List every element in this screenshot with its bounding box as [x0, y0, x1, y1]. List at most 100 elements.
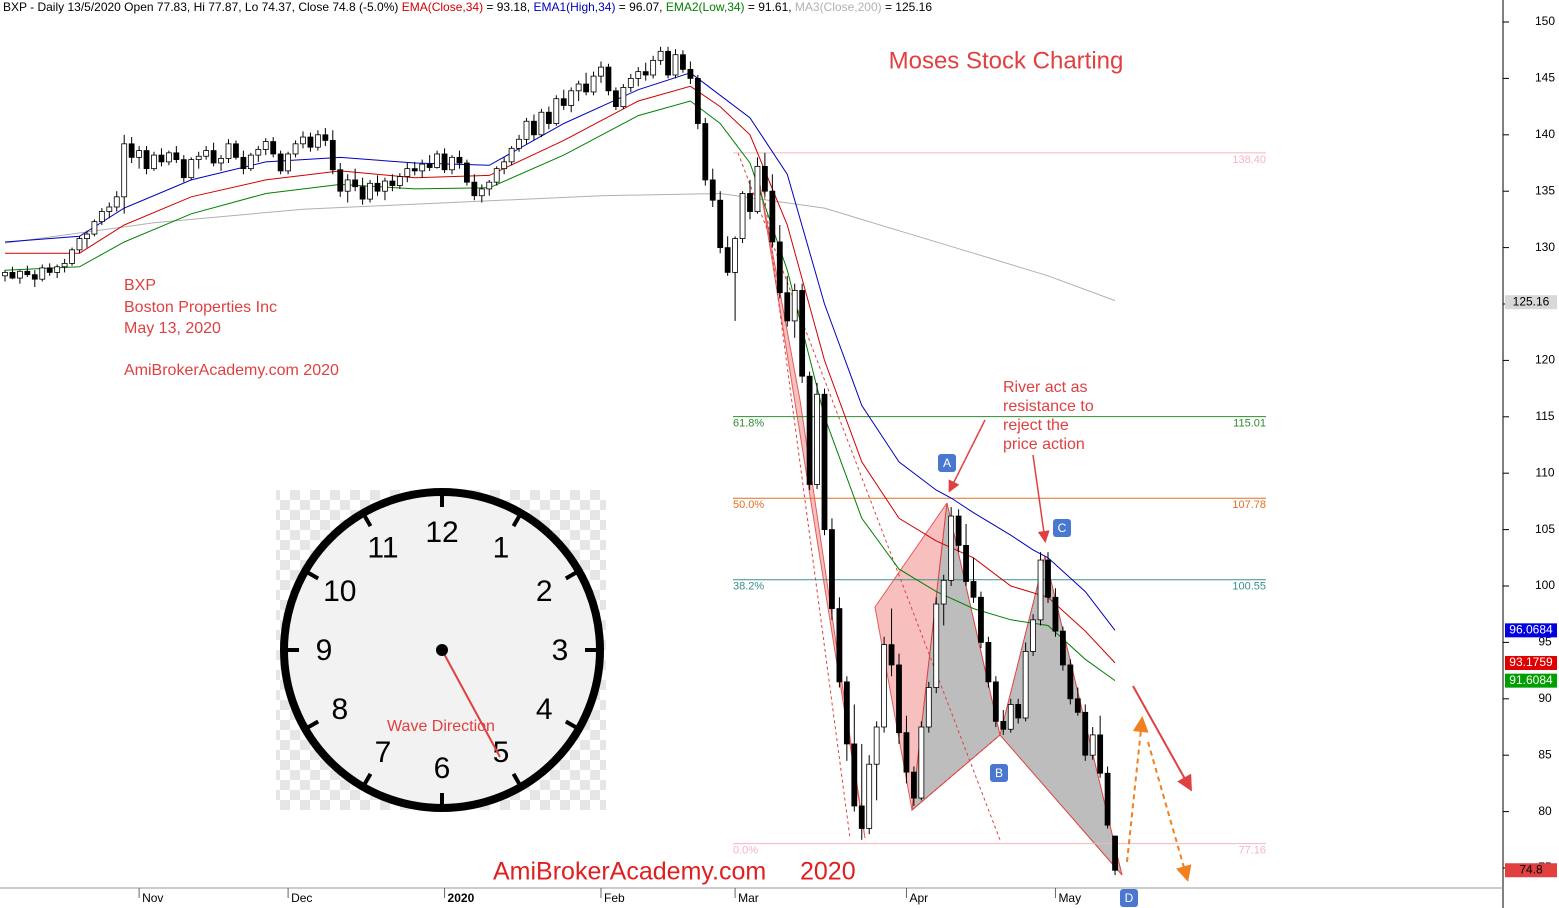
pattern-label-box [938, 454, 956, 472]
clock-number: 6 [434, 752, 451, 785]
y-tick-label: 95 [1538, 635, 1552, 649]
fib-value: 100.55 [1232, 581, 1266, 593]
candle-body [590, 75, 597, 93]
arrow [1132, 685, 1192, 792]
candle-body [769, 190, 776, 243]
price-tag-label: 74.8 [1519, 862, 1543, 876]
clock-tick [511, 512, 523, 528]
data-layer [2, 46, 1118, 876]
pattern-label-box [1053, 519, 1071, 537]
clock-number: 5 [493, 736, 510, 769]
candle-body [404, 168, 411, 177]
candle-body [568, 90, 575, 106]
note-text: price action [1003, 436, 1085, 453]
y-tick-label: 100 [1535, 578, 1555, 592]
candle-body [650, 59, 657, 76]
pattern-label: D [1125, 891, 1134, 905]
candle-body [151, 154, 157, 170]
price-tag-label: 125.16 [1513, 294, 1550, 308]
price-tag [1505, 673, 1557, 688]
candle-body [791, 290, 798, 322]
candle-body [948, 515, 955, 581]
candle-body [858, 805, 865, 829]
candle-body [1007, 704, 1014, 730]
candle-body [963, 544, 969, 582]
candle-body [545, 111, 552, 124]
x-tick-label: May [1058, 891, 1081, 905]
candle-body [866, 763, 873, 829]
candle-body [434, 153, 441, 168]
candle-body [694, 78, 701, 124]
candle-body [233, 143, 239, 158]
candle-body [16, 270, 23, 279]
clock-tick [564, 719, 580, 731]
candle-body [337, 169, 344, 192]
clock-number: 2 [536, 575, 553, 608]
price-tag-label: 96.0684 [1509, 623, 1553, 637]
candle-body [523, 120, 530, 140]
candle-body [605, 66, 612, 92]
candle-body [493, 168, 500, 183]
fib-label: 38.2% [733, 581, 764, 593]
candle-body [583, 83, 589, 93]
fib-value: 107.78 [1232, 499, 1266, 511]
pattern-label: C [1058, 521, 1067, 535]
x-tick-label: Dec [291, 891, 312, 905]
clock-number: 11 [367, 532, 398, 565]
candle-body [732, 238, 738, 273]
candle-body [188, 159, 195, 179]
candle-body [970, 581, 977, 598]
candle-body [814, 393, 820, 485]
candle-body [54, 266, 61, 273]
y-tick-label: 140 [1535, 127, 1555, 141]
candle-body [1104, 772, 1111, 826]
clock: 12 12 3 45 6 78 9 10 11 [284, 492, 600, 808]
candle-body [560, 98, 567, 106]
candle-body [918, 726, 925, 799]
candle-body [829, 529, 835, 609]
pattern-label: A [943, 456, 951, 470]
x-tick-label: Apr [909, 891, 928, 905]
candle-body [613, 90, 619, 107]
candle-body [240, 156, 247, 170]
x-tick-label: Feb [604, 891, 625, 905]
candle-body [173, 152, 180, 161]
header-part: = 125.16 [882, 0, 933, 14]
candle-body [203, 150, 210, 157]
clock-number: 1 [493, 532, 510, 565]
annotation-layer: 12 12 3 45 6 78 9 10 11 Wave Direction Moses Sto… [3, 0, 1557, 907]
y-tick-label: 115 [1535, 409, 1554, 423]
candle-body [270, 141, 277, 155]
price-tag-label: 93.1759 [1509, 655, 1553, 669]
pattern-shape [911, 502, 1001, 812]
candle-body [165, 152, 172, 163]
arrow [1032, 454, 1050, 543]
y-tick-label: 135 [1535, 183, 1555, 197]
candle-body [851, 743, 858, 807]
y-tick-label: 110 [1535, 465, 1554, 479]
clock-tick [361, 512, 373, 528]
candle-body [426, 163, 433, 168]
candle-body [1022, 651, 1029, 719]
ma-line [5, 85, 1116, 664]
candle-body [501, 161, 508, 170]
header-part: = 93.18, [483, 0, 533, 14]
candle-body [128, 143, 135, 158]
candle-body [709, 179, 716, 201]
candle-body [314, 134, 321, 148]
candle-body [627, 78, 634, 88]
candle-body [322, 134, 329, 141]
candle-body [143, 150, 150, 170]
candle-body [352, 179, 359, 188]
candle-body [210, 150, 217, 164]
background-layer [0, 0, 1509, 908]
header-part: MA3(Close,200) [795, 0, 882, 14]
header-part: = 91.61, [745, 0, 795, 14]
candle-body [374, 182, 381, 192]
candle-body [903, 732, 910, 773]
fib-value: 138.40 [1232, 154, 1266, 166]
info-text: Boston Properties Inc [124, 299, 277, 316]
candle-body [76, 238, 83, 251]
x-tick-label: Mar [738, 891, 759, 905]
